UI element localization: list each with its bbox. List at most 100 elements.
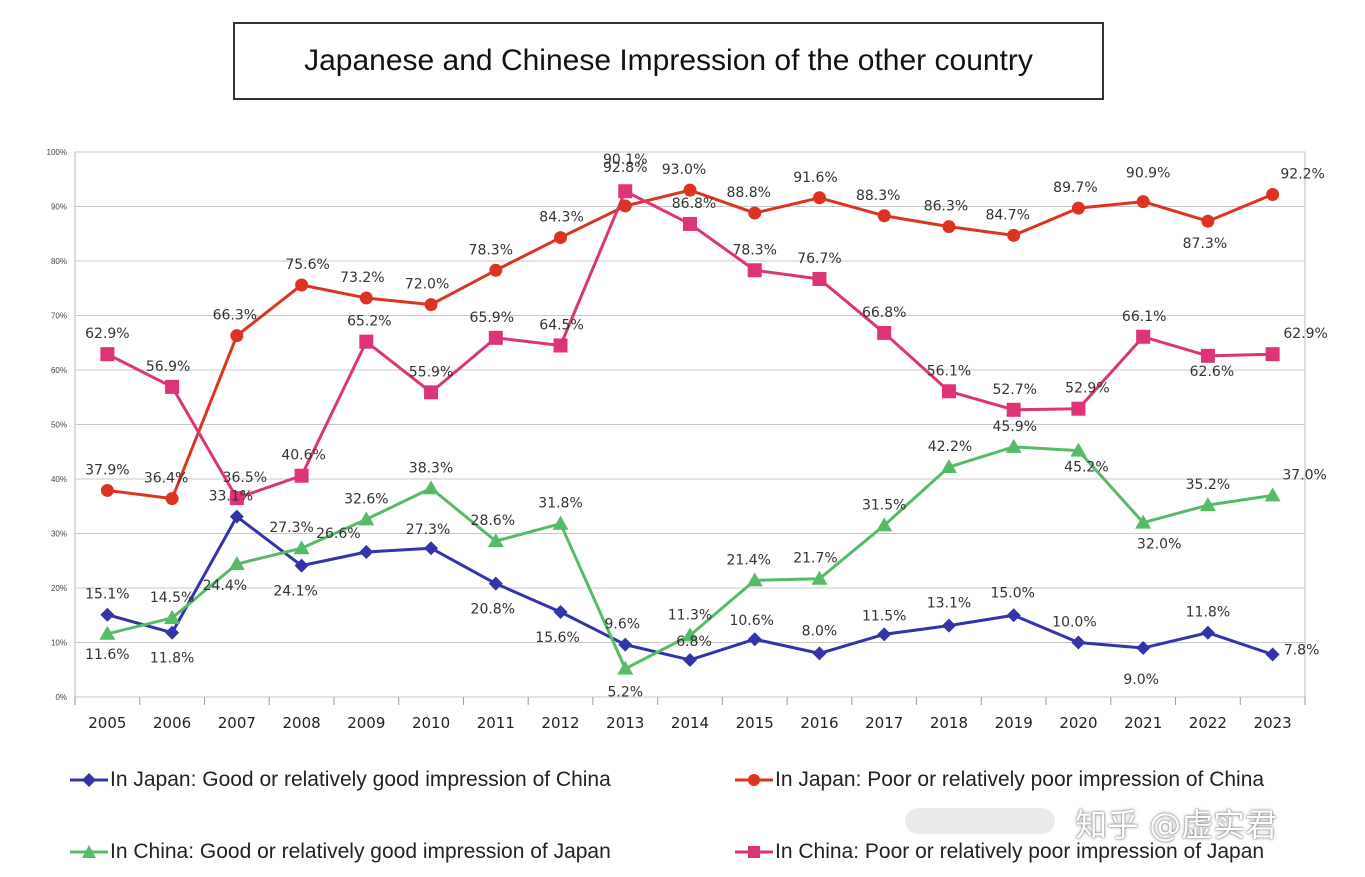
x-tick-label: 2021	[1124, 714, 1162, 732]
data-label: 86.8%	[672, 196, 716, 212]
x-tick-label: 2006	[153, 714, 191, 732]
data-point	[1136, 329, 1151, 344]
data-point	[618, 184, 633, 199]
data-point	[746, 572, 763, 587]
data-point	[294, 558, 309, 573]
data-label: 31.5%	[862, 497, 906, 513]
data-label: 14.5%	[150, 590, 194, 606]
data-label: 55.9%	[409, 364, 453, 380]
data-point	[617, 660, 634, 675]
data-label: 76.7%	[797, 251, 841, 267]
data-label: 73.2%	[340, 270, 384, 286]
data-label: 90.9%	[1126, 166, 1170, 182]
data-point	[489, 263, 503, 277]
x-tick-label: 2010	[412, 714, 450, 732]
data-label: 10.6%	[729, 613, 773, 629]
data-point	[294, 468, 309, 483]
x-tick-label: 2023	[1254, 714, 1292, 732]
data-label: 72.0%	[405, 277, 449, 293]
x-tick-label: 2011	[477, 714, 515, 732]
data-label: 56.9%	[146, 359, 190, 375]
data-point	[552, 515, 569, 530]
data-label: 62.6%	[1190, 364, 1234, 380]
data-point	[1006, 608, 1021, 623]
data-label: 32.0%	[1137, 537, 1181, 553]
data-label: 27.3%	[406, 522, 450, 538]
data-label: 27.3%	[269, 520, 313, 536]
data-point	[229, 509, 244, 524]
x-tick-label: 2017	[865, 714, 903, 732]
data-label: 33.1%	[209, 489, 253, 505]
data-point	[100, 347, 115, 362]
data-point	[1136, 195, 1150, 209]
data-label: 11.8%	[150, 651, 194, 667]
data-label: 75.6%	[285, 257, 329, 273]
data-point	[812, 191, 826, 205]
x-tick-label: 2014	[671, 714, 709, 732]
data-label: 84.7%	[985, 207, 1029, 223]
data-point	[1200, 625, 1215, 640]
data-label: 66.1%	[1122, 309, 1166, 325]
data-point	[553, 604, 568, 619]
data-point	[1071, 201, 1085, 215]
data-label: 9.0%	[1123, 672, 1159, 688]
data-point	[683, 183, 697, 197]
data-label: 11.6%	[85, 647, 129, 663]
data-label: 78.3%	[469, 242, 513, 258]
x-tick-label: 2012	[541, 714, 579, 732]
data-point	[876, 517, 893, 532]
data-point	[747, 632, 762, 647]
legend-item-china-good: In China: Good or relatively good impres…	[70, 840, 611, 864]
data-point	[1070, 442, 1087, 457]
series-markers	[99, 183, 1281, 675]
data-label: 20.8%	[471, 602, 515, 618]
data-point	[165, 379, 180, 394]
x-tick-label: 2007	[218, 714, 256, 732]
data-label: 93.0%	[662, 162, 706, 178]
y-tick-label: 100%	[47, 148, 67, 157]
data-label: 31.8%	[538, 496, 582, 512]
data-point	[1266, 188, 1280, 202]
data-point	[164, 609, 181, 624]
data-point	[618, 637, 633, 652]
data-label: 15.0%	[990, 585, 1034, 601]
data-label: 21.7%	[793, 551, 837, 567]
data-label: 11.3%	[668, 607, 712, 623]
data-point	[1136, 640, 1151, 655]
circle-marker-icon	[735, 774, 773, 786]
data-point	[488, 330, 503, 345]
data-label: 40.6%	[281, 448, 325, 464]
chart-title: Japanese and Chinese Impression of the o…	[304, 44, 1033, 77]
data-label: 65.2%	[347, 314, 391, 330]
data-label: 24.4%	[203, 578, 247, 594]
x-tick-label: 2019	[995, 714, 1033, 732]
y-tick-label: 40%	[51, 475, 67, 484]
data-label: 64.5%	[539, 317, 583, 333]
data-point	[1265, 347, 1280, 362]
legend-label: In China: Poor or relatively poor impres…	[775, 840, 1265, 863]
data-label: 13.1%	[927, 596, 971, 612]
data-point	[683, 216, 697, 231]
data-label: 56.1%	[927, 363, 971, 379]
data-point	[747, 263, 762, 278]
data-label: 5.2%	[607, 685, 643, 701]
data-point	[811, 570, 828, 585]
data-label: 90.1%	[603, 152, 647, 168]
data-point	[423, 480, 440, 495]
data-point	[359, 334, 374, 349]
data-label: 87.3%	[1183, 236, 1227, 252]
x-tick-label: 2009	[347, 714, 385, 732]
data-point	[424, 298, 438, 312]
data-label: 92.8%	[603, 160, 647, 176]
data-label: 6.8%	[676, 634, 712, 650]
x-axis-ticks: 2005 2006 2007 2008 2009 2010 2011 2012 2013 2014…	[74, 697, 1306, 732]
x-tick-label: 2020	[1059, 714, 1097, 732]
data-label: 9.6%	[604, 617, 640, 633]
data-point	[165, 492, 179, 506]
data-label: 88.3%	[856, 188, 900, 204]
data-label: 45.9%	[992, 419, 1036, 435]
data-point	[100, 607, 115, 622]
data-label: 52.7%	[992, 382, 1036, 398]
data-point	[295, 278, 309, 292]
data-point	[554, 231, 568, 245]
